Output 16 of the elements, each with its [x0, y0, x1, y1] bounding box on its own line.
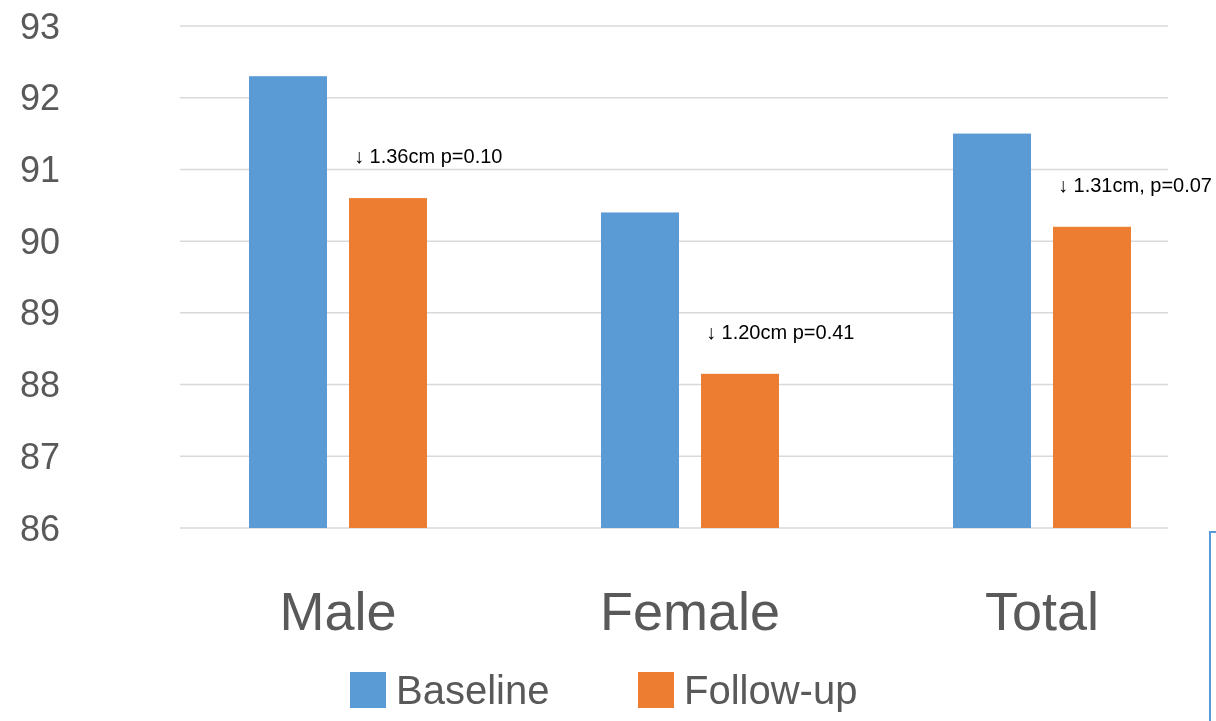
y-tick-label: 88: [19, 364, 61, 406]
y-tick-label: 90: [19, 220, 61, 262]
x-tick-label: Female: [599, 581, 781, 641]
y-tick-label: 87: [19, 435, 61, 477]
y-tick-label: 92: [19, 77, 61, 119]
x-tick-label: Male: [279, 581, 397, 641]
annotation: ↓ 1.20cm p=0.41: [706, 320, 855, 343]
y-tick-label: 89: [19, 292, 61, 334]
y-tick-label: 91: [19, 149, 61, 191]
y-tick-label: 86: [19, 507, 61, 549]
x-tick-label: Total: [984, 581, 1100, 641]
y-tick-label: 93: [19, 5, 61, 47]
legend-label: Baseline: [396, 668, 550, 712]
annotation: ↓ 1.31cm, p=0.07: [1058, 173, 1212, 196]
legend-label: Follow-up: [684, 668, 858, 712]
annotation: ↓ 1.36cm p=0.10: [354, 145, 503, 168]
